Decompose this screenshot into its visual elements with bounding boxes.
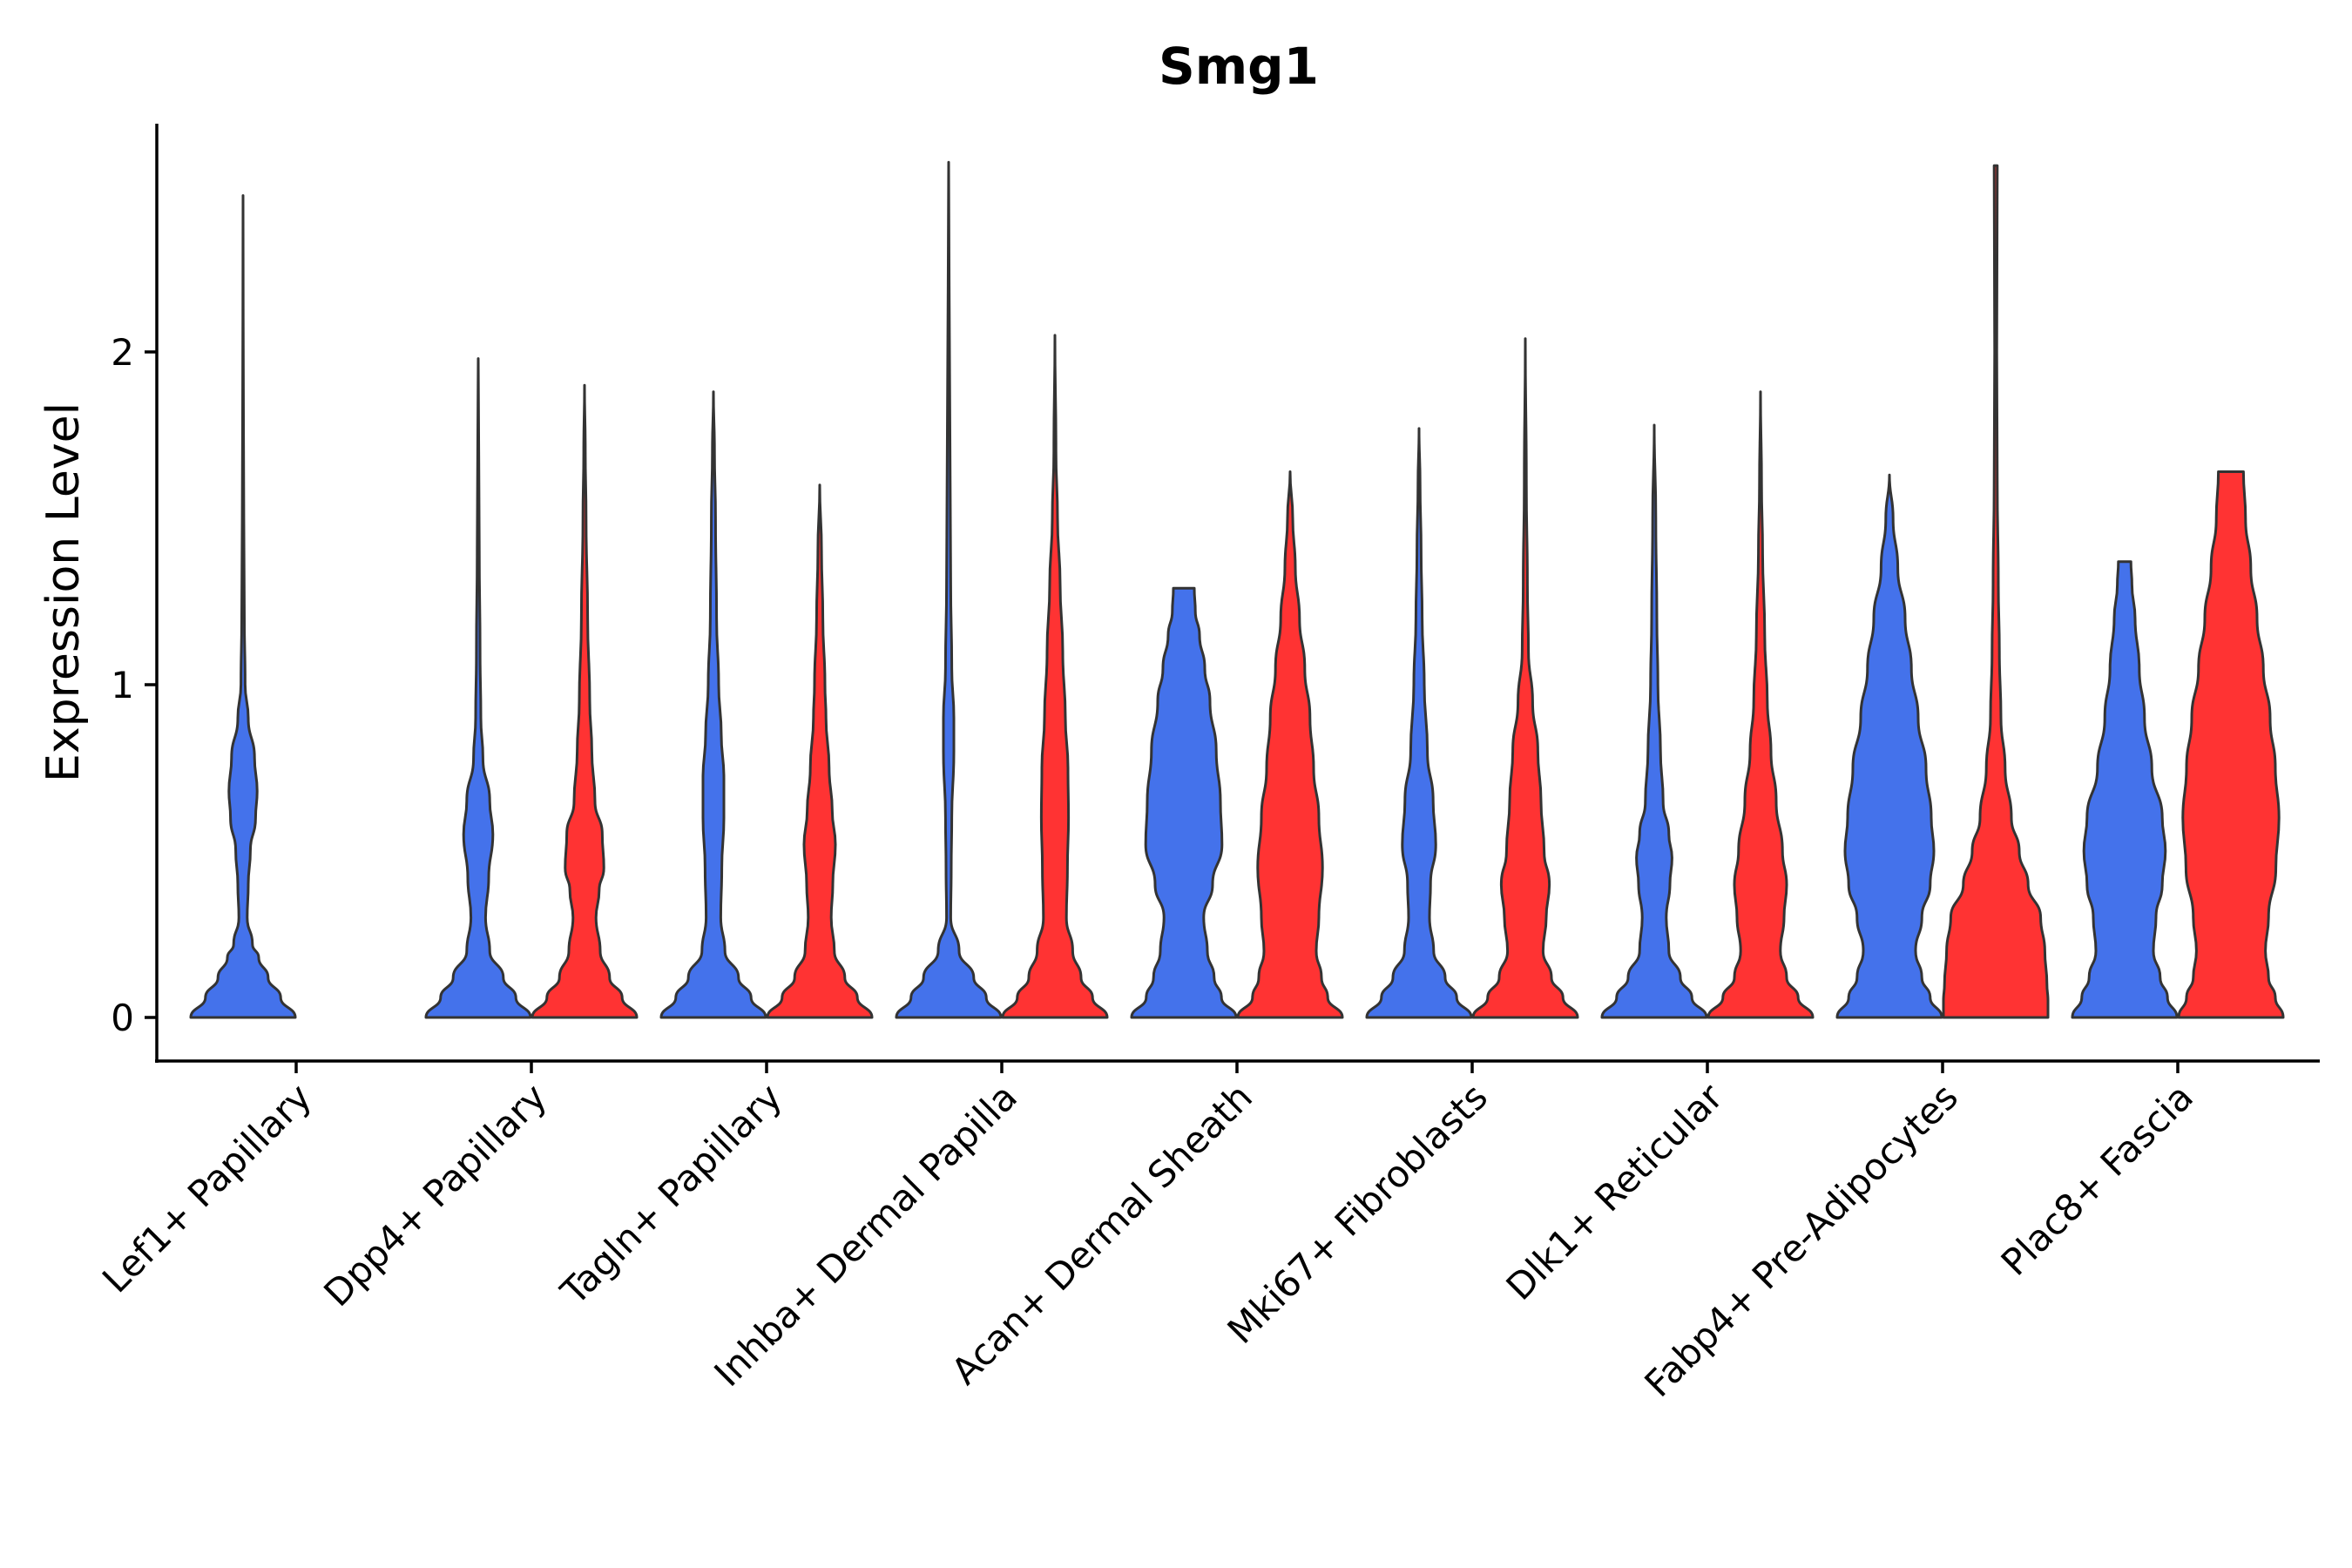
violin-group-red-8 — [2177, 470, 2285, 1019]
y-ticks-layer: 0 1 2 — [111, 331, 157, 1039]
violin-group-blue-4 — [1130, 586, 1238, 1019]
x-tick-label: Tagln+ Papillary — [552, 1075, 790, 1313]
violins-layer — [189, 160, 2285, 1019]
x-tick-label: Dpp4+ Papillary — [315, 1075, 555, 1315]
violin-group-blue-0 — [189, 194, 297, 1019]
violin-group-red-6 — [1707, 390, 1815, 1019]
violin-group-blue-2 — [659, 390, 767, 1019]
violin-group-blue-8 — [2071, 560, 2179, 1019]
y-axis-label: Expression Level — [37, 402, 90, 782]
violin-group-red-2 — [766, 483, 874, 1019]
violin-group-red-1 — [531, 383, 639, 1019]
violin-group-blue-6 — [1600, 423, 1708, 1019]
chart-title: Smg1 — [1159, 37, 1319, 96]
y-tick-label: 1 — [111, 664, 134, 706]
violin-group-red-5 — [1471, 337, 1579, 1019]
violin-group-blue-1 — [424, 357, 532, 1019]
y-tick-label: 2 — [111, 331, 134, 374]
x-tick-label: Mki67+ Fibroblasts — [1220, 1075, 1496, 1351]
violin-group-red-4 — [1236, 470, 1344, 1019]
violin-group-blue-3 — [895, 160, 1003, 1019]
violin-group-blue-5 — [1365, 427, 1473, 1019]
x-tick-label: Dlk1+ Reticular — [1498, 1075, 1732, 1308]
x-tick-label: Plac8+ Fascia — [1993, 1075, 2201, 1283]
violin-group-red-3 — [1001, 334, 1109, 1019]
violin-group-blue-7 — [1835, 473, 1943, 1019]
violin-group-red-7 — [1942, 164, 2050, 1019]
y-tick-label: 0 — [111, 997, 134, 1039]
x-tick-label: Lef1+ Papillary — [94, 1075, 320, 1301]
